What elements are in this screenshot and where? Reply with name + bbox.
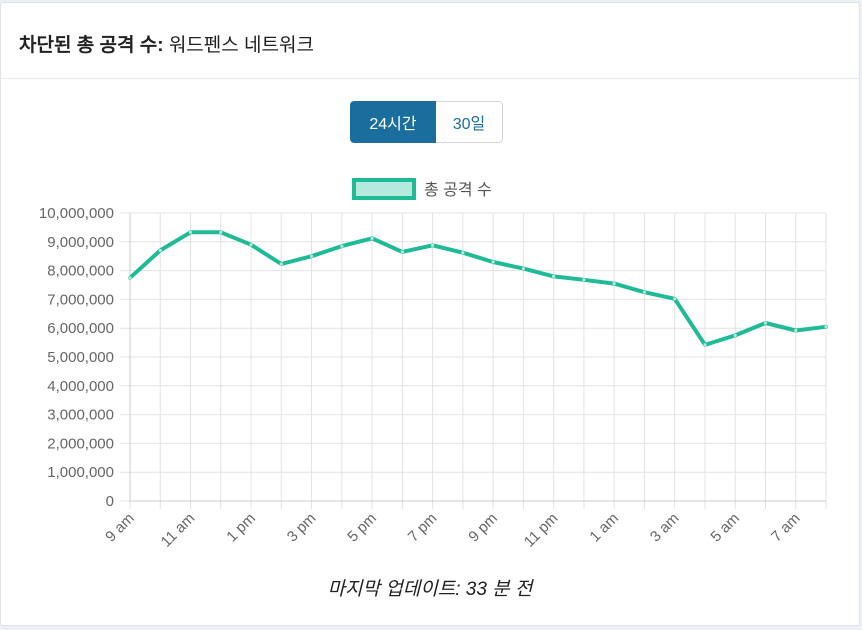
data-point (733, 333, 737, 337)
data-point (642, 290, 647, 294)
legend-label: 총 공격 수 (424, 181, 492, 199)
y-tick-label: 2,000,000 (47, 435, 114, 452)
y-tick-label: 9,000,000 (47, 234, 114, 251)
y-tick-label: 6,000,000 (47, 320, 114, 337)
y-tick-label: 1,000,000 (47, 464, 114, 481)
last-updated-text: 마지막 업데이트: 33 분 전 (327, 579, 533, 600)
header-label: 차단된 총 공격 수: (19, 35, 164, 56)
data-point (340, 244, 344, 248)
data-point (824, 325, 828, 329)
data-point (763, 321, 768, 325)
data-point (461, 251, 465, 255)
data-point (673, 297, 677, 301)
x-tick-label: 5 pm (344, 510, 380, 546)
card-header: 차단된 총 공격 수: 워드펜스 네트워크 (1, 3, 859, 79)
data-point (400, 250, 404, 254)
data-point (794, 328, 798, 333)
y-tick-label: 3,000,000 (47, 407, 114, 424)
x-tick-label: 7 am (768, 510, 804, 546)
data-point (309, 254, 314, 258)
data-point (491, 260, 495, 264)
x-tick-label: 3 pm (284, 510, 320, 546)
data-point (370, 236, 374, 240)
range-24h-button[interactable]: 24시간 (350, 101, 436, 143)
y-tick-label: 5,000,000 (47, 349, 114, 366)
x-tick-label: 1 pm (223, 510, 259, 546)
x-tick-label: 7 pm (405, 510, 441, 546)
data-point (521, 266, 525, 271)
y-tick-label: 8,000,000 (47, 263, 114, 280)
data-point (612, 281, 616, 286)
y-tick-label: 4,000,000 (47, 378, 114, 395)
header-value: 워드펜스 네트워크 (168, 35, 314, 56)
x-tick-label: 9 pm (465, 510, 501, 546)
x-tick-label: 11 am (158, 510, 199, 551)
y-tick-label: 10,000,000 (39, 205, 114, 222)
x-tick-label: 11 pm (521, 510, 562, 551)
data-point (249, 243, 253, 247)
data-point (279, 262, 283, 266)
x-tick-label: 5 am (707, 510, 743, 546)
data-point (158, 248, 162, 253)
range-30d-button[interactable]: 30일 (436, 101, 503, 143)
y-tick-label: 7,000,000 (47, 291, 114, 308)
data-point (188, 230, 193, 234)
data-point (128, 276, 132, 280)
x-tick-label: 3 am (647, 510, 683, 546)
x-tick-label: 9 am (102, 510, 138, 546)
data-point (219, 230, 223, 234)
x-tick-label: 1 am (586, 510, 622, 546)
data-point (431, 243, 435, 247)
data-point (582, 278, 586, 282)
data-point (552, 274, 556, 278)
data-point (703, 343, 707, 347)
series-line (128, 230, 828, 347)
legend-swatch (352, 178, 416, 200)
y-tick-label: 0 (106, 493, 114, 510)
range-toggle: 24시간 30일 (350, 101, 503, 143)
